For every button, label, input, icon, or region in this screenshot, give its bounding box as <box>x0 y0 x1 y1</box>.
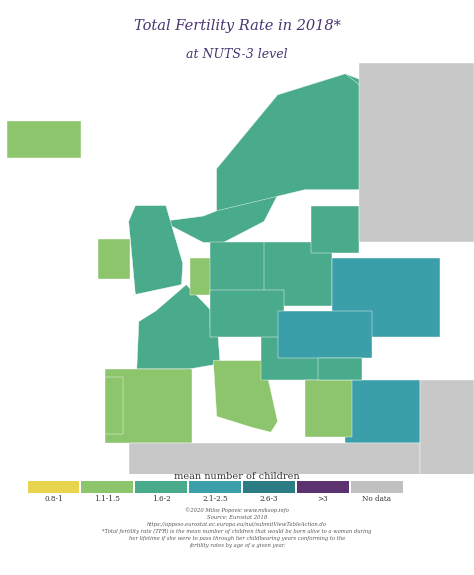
Polygon shape <box>264 243 332 306</box>
Polygon shape <box>278 311 373 358</box>
Text: mean number of children: mean number of children <box>174 472 300 481</box>
Text: ©2020 Milos Popovic www.miksop.info
Source: Eurostat 2018
https://appsso.eurosta: ©2020 Milos Popovic www.miksop.info Sour… <box>102 507 372 549</box>
Polygon shape <box>105 369 191 443</box>
Polygon shape <box>128 443 420 506</box>
Bar <box>351 481 403 493</box>
Text: 2.6-3: 2.6-3 <box>260 495 278 503</box>
Bar <box>136 481 187 493</box>
Polygon shape <box>105 377 123 434</box>
Polygon shape <box>7 121 81 158</box>
Text: 2.1-2.5: 2.1-2.5 <box>202 495 228 503</box>
Polygon shape <box>420 380 474 506</box>
Polygon shape <box>217 74 373 211</box>
Text: >3: >3 <box>318 495 328 503</box>
Bar <box>189 481 241 493</box>
Polygon shape <box>359 63 474 243</box>
Polygon shape <box>98 239 130 279</box>
Polygon shape <box>190 258 217 295</box>
Bar <box>297 481 349 493</box>
Text: 0.8-1: 0.8-1 <box>44 495 63 503</box>
Polygon shape <box>213 361 278 432</box>
Polygon shape <box>311 206 359 253</box>
Text: 1.1-1.5: 1.1-1.5 <box>94 495 120 503</box>
Polygon shape <box>261 332 332 380</box>
Polygon shape <box>346 380 420 443</box>
Polygon shape <box>163 74 373 243</box>
Text: No data: No data <box>363 495 392 503</box>
Polygon shape <box>305 380 352 438</box>
Bar <box>82 481 133 493</box>
Bar <box>27 481 79 493</box>
Polygon shape <box>318 358 362 380</box>
Text: at NUTS-3 level: at NUTS-3 level <box>186 48 288 60</box>
Text: 1.6-2: 1.6-2 <box>152 495 171 503</box>
Polygon shape <box>210 290 284 338</box>
Polygon shape <box>332 258 440 338</box>
Polygon shape <box>137 285 220 369</box>
Text: Total Fertility Rate in 2018*: Total Fertility Rate in 2018* <box>134 18 340 33</box>
Polygon shape <box>128 206 183 295</box>
Polygon shape <box>210 243 271 327</box>
Bar <box>243 481 295 493</box>
